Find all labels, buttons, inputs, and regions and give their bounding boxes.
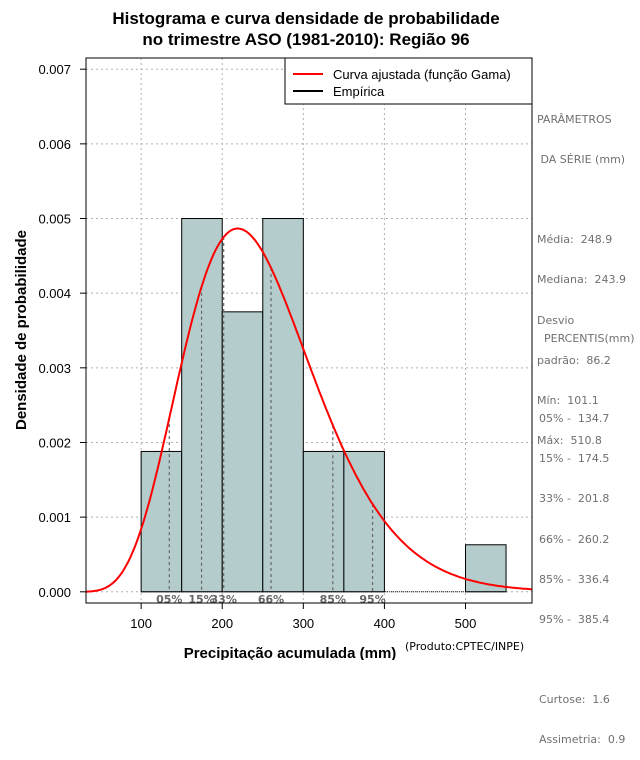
percentis-95: 95% - 385.4 — [539, 612, 610, 626]
histogram-bar — [140, 450, 183, 593]
percentis-header: PERCENTIS(mm) — [544, 331, 635, 345]
histogram-bar — [221, 311, 264, 593]
parametros-header-1: PARÂMETROS — [537, 112, 612, 126]
legend-label-empirical: Empírica — [333, 84, 385, 99]
percentis-curtose: Curtose: 1.6 — [539, 692, 610, 706]
y-tick-label: 0.000 — [38, 585, 71, 600]
percentile-marker-label: 95% — [359, 593, 385, 606]
legend-box — [284, 57, 533, 105]
parametros-min: Mín: 101.1 — [537, 393, 599, 407]
y-tick-label: 0.007 — [38, 62, 71, 77]
percentile-marker-label: 85% — [320, 593, 346, 606]
percentis-33: 33% - 201.8 — [539, 492, 610, 506]
gamma-fit-curve — [85, 227, 533, 593]
percentis-05: 05% - 134.7 — [539, 411, 610, 425]
y-tick-label: 0.005 — [38, 212, 71, 227]
y-tick-label: 0.006 — [38, 137, 71, 152]
y-tick-label: 0.003 — [38, 361, 71, 376]
y-tick-label: 0.004 — [38, 286, 71, 301]
parametros-desvio-2: padrão: 86.2 — [537, 353, 611, 367]
percentis-66: 66% - 260.2 — [539, 532, 610, 546]
percentis-assimetria: Assimetria: 0.9 — [539, 733, 626, 747]
histogram-bar — [343, 450, 385, 593]
histogram-bar — [181, 218, 223, 593]
percentis-15: 15% - 174.5 — [539, 452, 610, 466]
histogram-chart: Histograma e curva densidade de probabil… — [13, 9, 533, 660]
legend-label-curve: Curva ajustada (função Gama) — [333, 67, 511, 82]
histogram-bar — [302, 450, 345, 593]
percentile-marker-label: 33% — [211, 593, 237, 606]
chart-title-line-2: no trimestre ASO (1981-2010): Região 96 — [142, 30, 469, 49]
x-tick-label: 400 — [374, 616, 396, 631]
x-axis-label: Precipitação acumulada (mm) — [184, 645, 397, 660]
parametros-panel: PARÂMETROS DA SÉRIE (mm) Média: 248.9 Me… — [537, 86, 626, 461]
histogram-bar — [262, 218, 304, 593]
chart-title-line-1: Histograma e curva densidade de probabil… — [112, 9, 499, 28]
product-credit: (Produto:CPTEC/INPE) — [405, 640, 525, 653]
percentile-marker-label: 66% — [258, 593, 284, 606]
x-tick-label: 500 — [455, 616, 477, 631]
y-tick-label: 0.002 — [38, 435, 71, 450]
legend: Curva ajustada (função Gama) Empírica — [284, 57, 533, 105]
y-axis-label: Densidade de probabilidade — [13, 230, 30, 430]
parametros-header-2: DA SÉRIE (mm) — [537, 153, 626, 167]
parametros-desvio-1: Desvio — [537, 313, 575, 327]
parametros-max: Máx: 510.8 — [537, 434, 602, 448]
percentis-85: 85% - 336.4 — [539, 572, 610, 586]
parametros-media: Média: 248.9 — [537, 233, 613, 247]
x-tick-label: 200 — [211, 616, 233, 631]
percentile-marker-label: 05% — [156, 593, 182, 606]
x-tick-label: 100 — [130, 616, 152, 631]
y-tick-label: 0.001 — [38, 510, 71, 525]
x-tick-label: 300 — [292, 616, 314, 631]
parametros-mediana: Mediana: 243.9 — [537, 273, 626, 287]
percentis-panel: PERCENTIS(mm) 05% - 134.7 15% - 174.5 33… — [539, 305, 635, 760]
